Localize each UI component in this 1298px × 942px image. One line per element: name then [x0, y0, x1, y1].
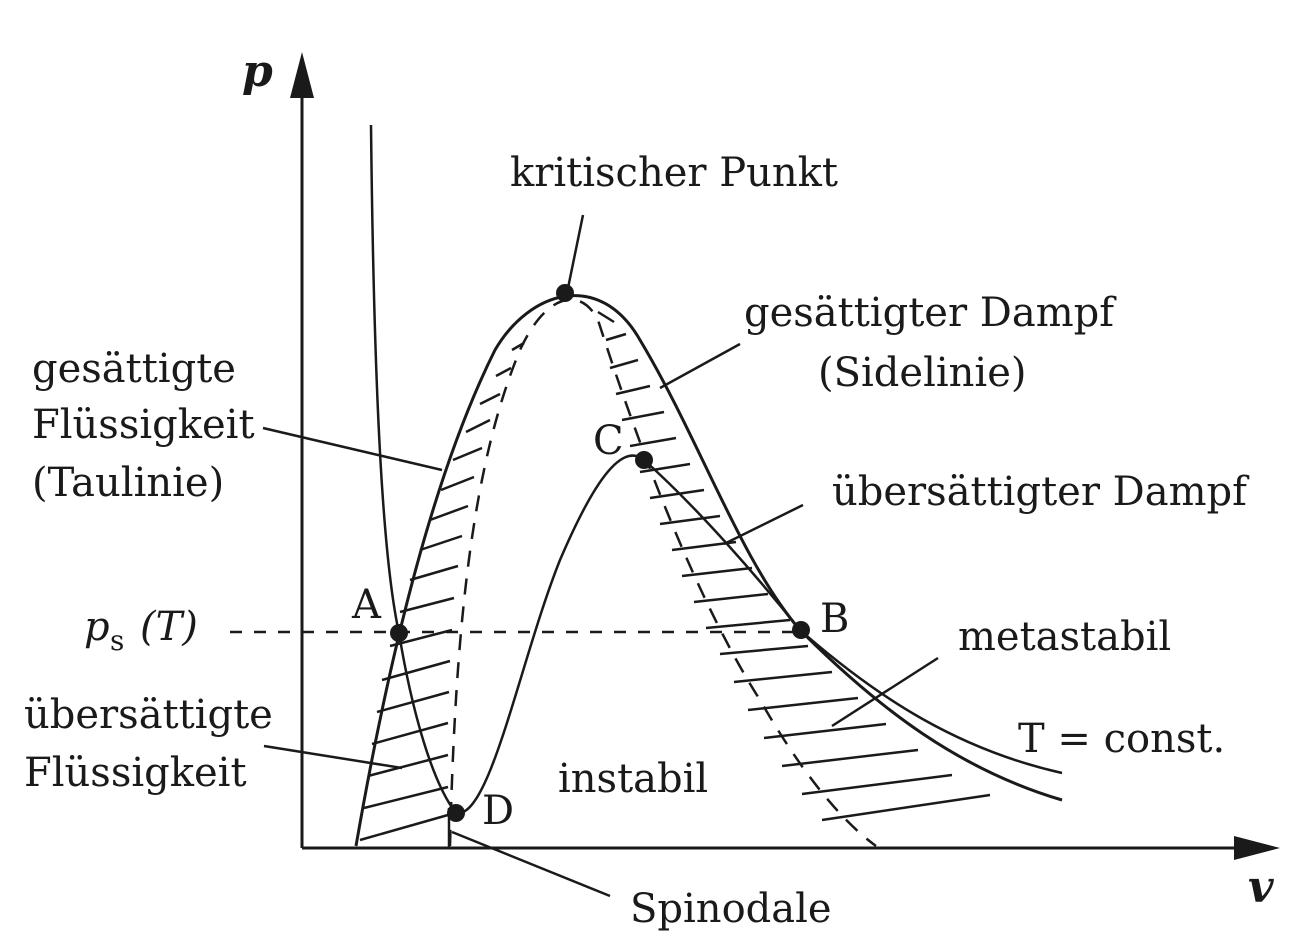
- isotherm-label: T = const.: [1018, 716, 1225, 762]
- point-a-marker: [390, 624, 408, 642]
- point-d-label: D: [482, 788, 514, 834]
- metastable-label: metastabil: [958, 614, 1171, 660]
- saturated-liquid-label-2: Flüssigkeit: [32, 402, 255, 448]
- saturated-liquid-leader: [262, 426, 443, 472]
- point-c-label: C: [593, 418, 624, 464]
- x-axis-arrow: [1234, 836, 1280, 860]
- critical-point-marker: [556, 284, 574, 302]
- supersaturated-liquid-leader: [263, 744, 403, 770]
- point-a-label: A: [351, 582, 382, 628]
- unstable-label: instabil: [558, 756, 708, 802]
- spinodal-label: Spinodale: [630, 886, 832, 932]
- saturation-pressure-label: p s (T): [84, 604, 198, 657]
- spinodal-curve: [448, 298, 877, 848]
- supersaturated-vapor-label: übersättigter Dampf: [832, 469, 1250, 515]
- critical-point-label: kritischer Punkt: [510, 150, 838, 196]
- point-d-marker: [447, 804, 465, 822]
- point-c-marker: [635, 451, 653, 469]
- y-axis-label: p: [242, 46, 273, 97]
- saturated-vapor-leader: [659, 342, 741, 390]
- binodal-curve: [354, 294, 1063, 847]
- axes: p v: [242, 46, 1280, 913]
- pressure-suffix: (T): [140, 604, 198, 650]
- metastable-hatching-left: [359, 341, 525, 842]
- spinodal-leader: [451, 830, 611, 898]
- y-axis-arrow: [290, 52, 314, 98]
- supersaturated-liquid-label-2: Flüssigkeit: [24, 750, 247, 796]
- metastable-hatching-right: [597, 310, 991, 822]
- metastable-leader: [831, 656, 939, 728]
- critical-point-leader: [566, 214, 585, 289]
- supersaturated-vapor-leader: [723, 503, 804, 546]
- pressure-subscript: s: [110, 624, 124, 657]
- saturated-liquid-label-1: gesättigte: [32, 346, 236, 392]
- x-axis-label: v: [1248, 862, 1274, 913]
- point-b-marker: [792, 621, 810, 639]
- saturated-vapor-sublabel: (Sidelinie): [818, 350, 1027, 396]
- saturated-vapor-label: gesättigter Dampf: [744, 290, 1117, 336]
- supersaturated-liquid-label-1: übersättigte: [24, 692, 273, 738]
- point-b-label: B: [820, 596, 849, 642]
- saturated-liquid-label-3: (Taulinie): [32, 460, 224, 506]
- pressure-symbol: p: [84, 604, 110, 650]
